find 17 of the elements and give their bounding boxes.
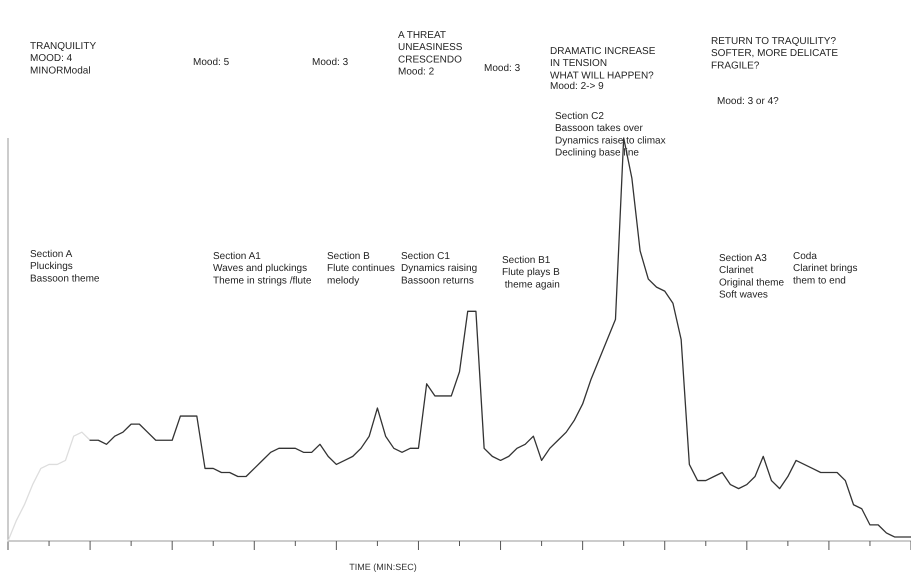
annotation: Section A Pluckings Bassoon theme: [30, 249, 100, 284]
text: TRANQUILITY MOOD: 4 MINORModal: [30, 41, 96, 76]
text: DRAMATIC INCREASE IN TENSION WHAT WILL HAPPEN?: [550, 46, 656, 82]
text: RETURN TO TRAQUILITY? SOFTER, MORE DELICATE FRAGILE?: [711, 36, 838, 72]
text: A THREAT UNEASINESS CRESCENDO Mood: 2: [398, 30, 463, 78]
annotation: Section B Flute continues melody: [327, 251, 395, 286]
annotation: Section A3 Clarinet Original theme Soft waves: [719, 253, 784, 301]
text: Mood: 3: [312, 57, 349, 68]
text: Mood: 2-> 9: [550, 81, 604, 92]
text: Mood: 5: [193, 57, 230, 68]
annotation: Section A1 Waves and pluckings Theme in strings /flute: [213, 251, 312, 286]
annotation: Coda Clarinet brings them to end: [793, 251, 858, 286]
text: Mood: 3: [484, 63, 521, 74]
x-axis-title: TIME (MIN:SEC): [349, 562, 417, 572]
text: Mood: 3 or 4?: [717, 96, 780, 107]
annotation: Section C1 Dynamics raising Bassoon returns: [401, 251, 478, 286]
annotation: Section B1 Flute plays B theme again: [502, 255, 560, 290]
